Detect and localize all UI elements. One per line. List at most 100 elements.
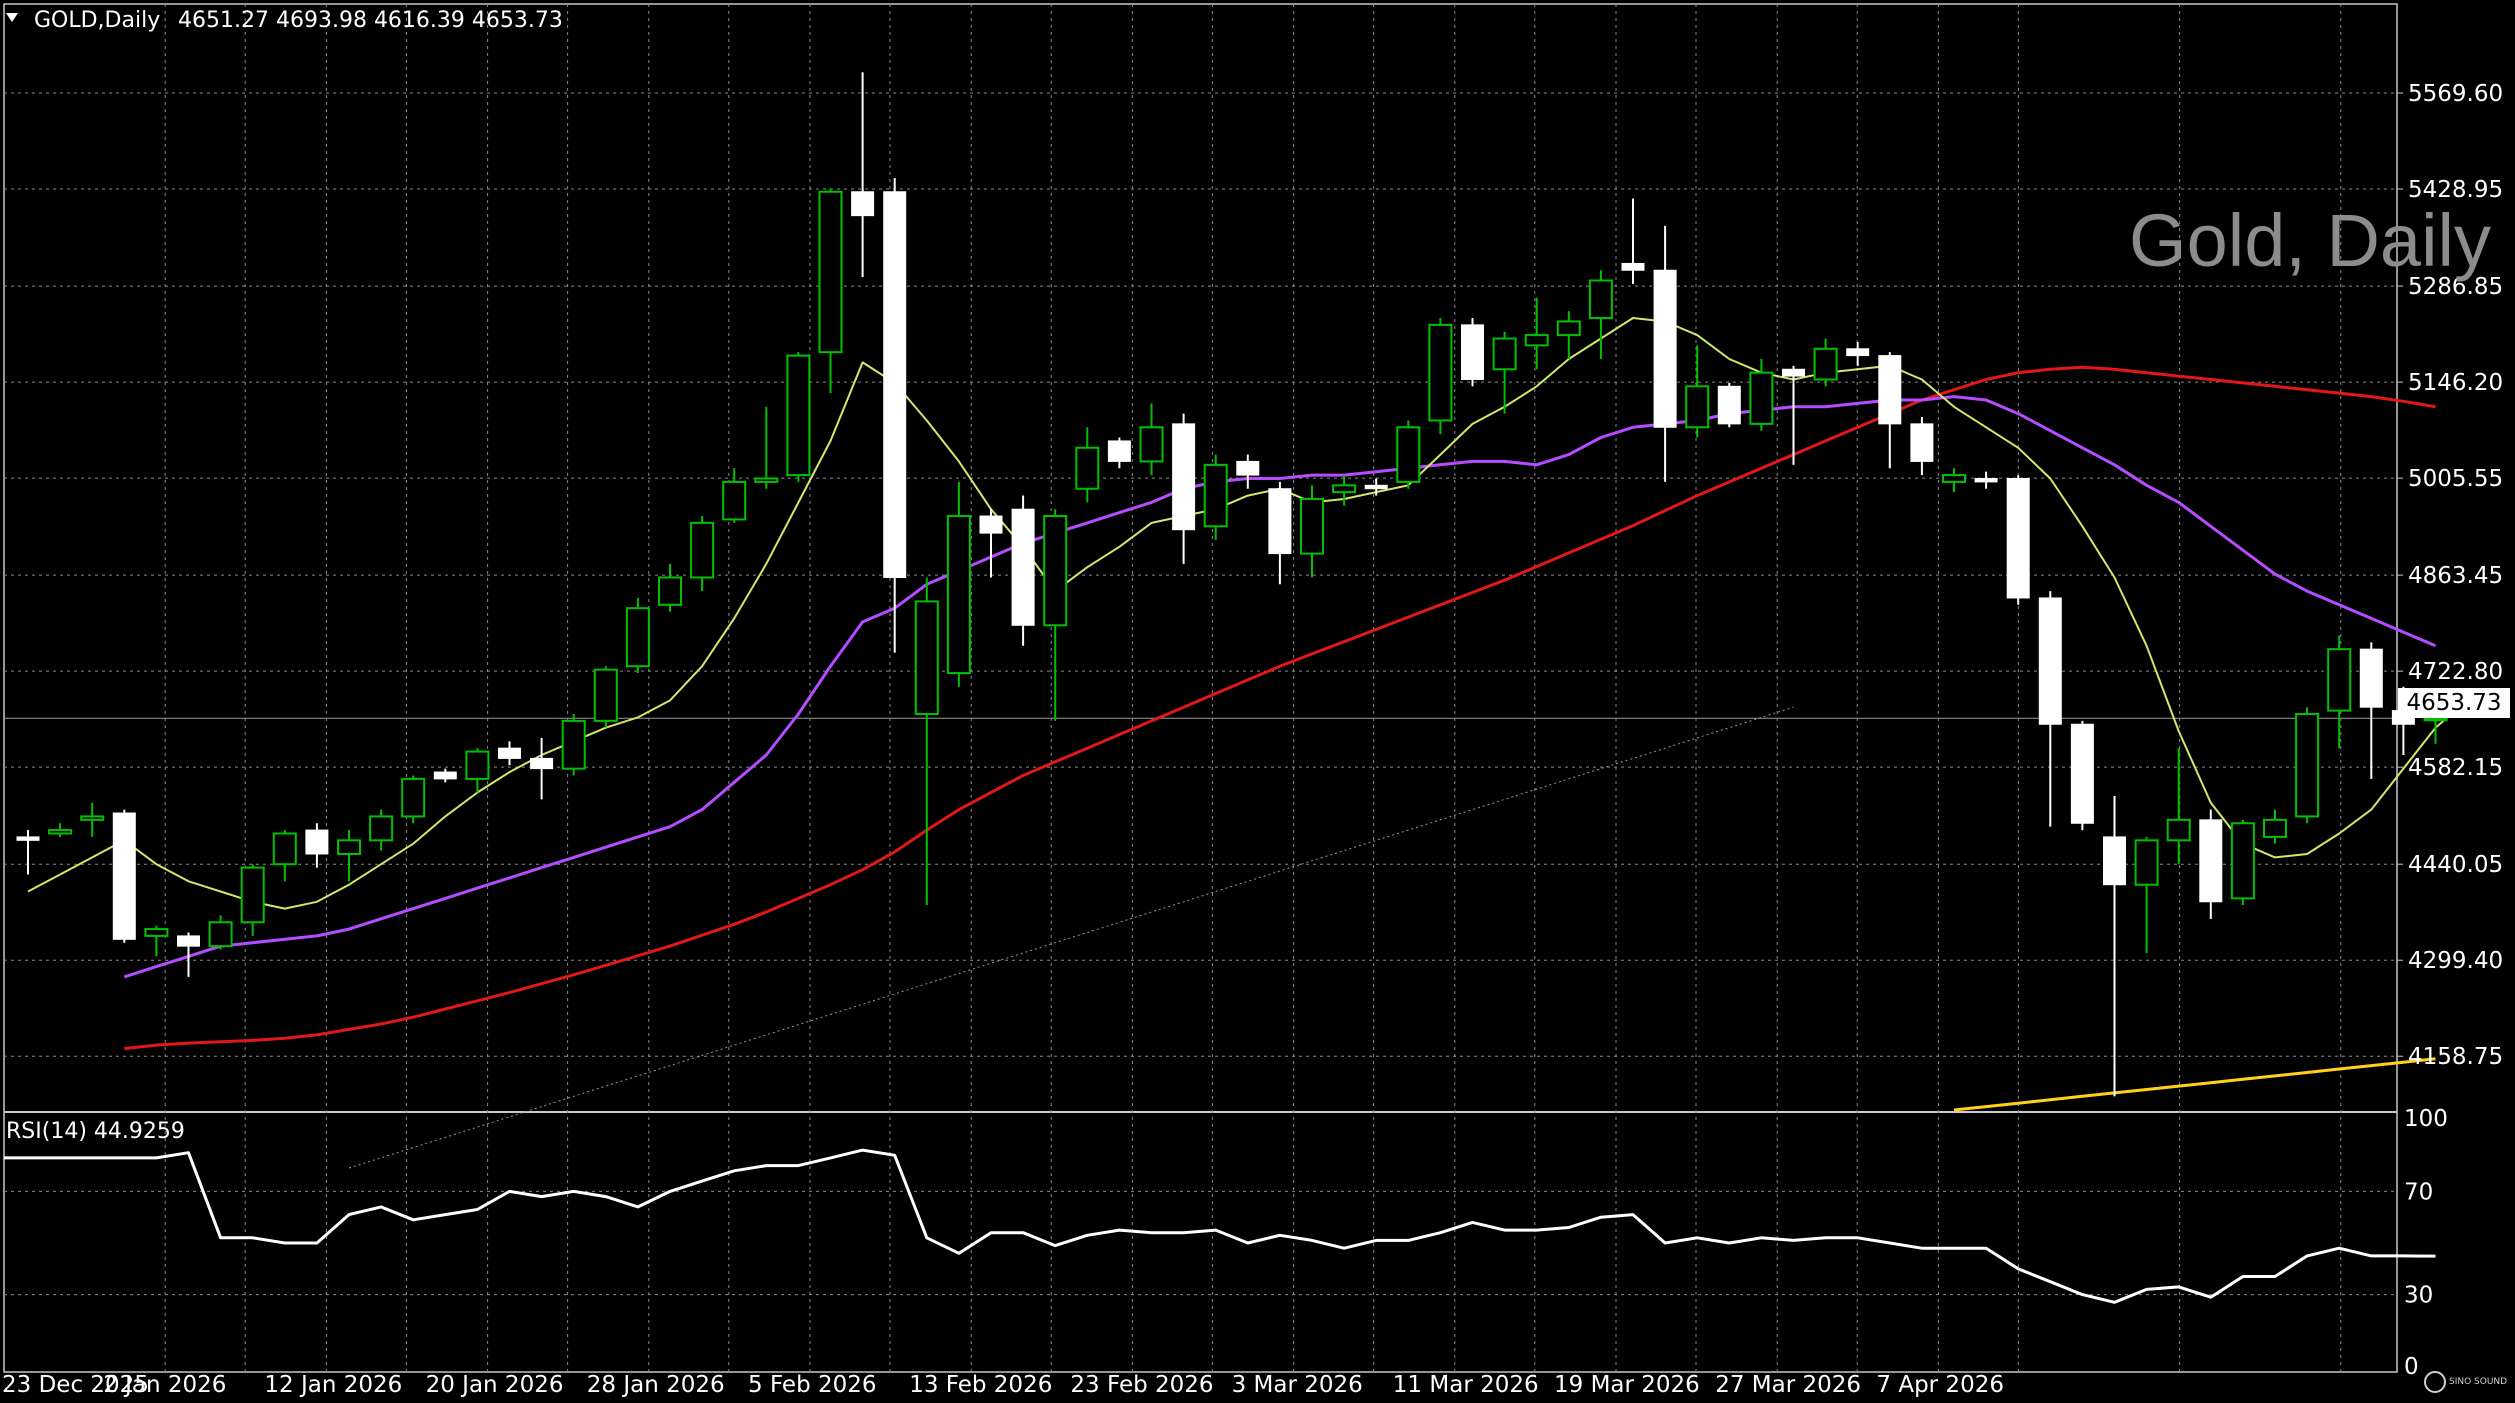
candle-body-bull bbox=[401, 777, 426, 818]
date-tick-label: 13 Feb 2026 bbox=[909, 1372, 1052, 1398]
candle-body-bull bbox=[593, 668, 618, 722]
candle-body-bull bbox=[240, 866, 265, 924]
candle-body-bull bbox=[1492, 337, 1517, 371]
candle-body-bear bbox=[16, 836, 40, 841]
date-tick-label: 27 Mar 2026 bbox=[1715, 1372, 1861, 1398]
candle-body-bear bbox=[2359, 648, 2383, 708]
candle-body-bull bbox=[1813, 347, 1838, 381]
candle-body-bear bbox=[1846, 348, 1870, 357]
ma-yellow-line bbox=[1953, 1057, 2436, 1112]
price-tick-label: 4158.75 bbox=[2408, 1044, 2503, 1070]
candle-body-bull bbox=[818, 190, 843, 354]
candle-body-bear bbox=[2006, 477, 2030, 599]
candle-body-bull bbox=[1043, 515, 1068, 627]
candle-body-bull bbox=[1139, 426, 1164, 463]
candle-body-bull bbox=[946, 515, 971, 675]
candle-body-bull bbox=[208, 921, 233, 948]
rsi-line bbox=[4, 1148, 2436, 1304]
candle-body-bear bbox=[433, 771, 457, 780]
candle-body-bear bbox=[2038, 597, 2062, 725]
candle-body-bear bbox=[2103, 836, 2126, 886]
candle-body-bull bbox=[2327, 648, 2352, 712]
price-tick-label: 4299.40 bbox=[2408, 948, 2503, 974]
candle-body-bear bbox=[2199, 819, 2223, 903]
rsi-tick-label: 100 bbox=[2404, 1106, 2448, 1132]
candle-body-bull bbox=[561, 719, 586, 770]
candle-body-bull bbox=[1300, 497, 1324, 555]
axis-labels: 5569.60 5428.95 5286.85 5146.20 5005.55 4863.… bbox=[2, 81, 2503, 1398]
candle-body-bear bbox=[1782, 368, 1805, 377]
triangle-down-icon[interactable] bbox=[6, 13, 18, 22]
date-tick-label: 5 Feb 2026 bbox=[748, 1372, 877, 1398]
candle-body-bull bbox=[80, 815, 105, 821]
candle-body-bear bbox=[1011, 508, 1035, 626]
rsi-label: RSI(14) 44.9259 bbox=[6, 1119, 185, 1144]
rsi-tick-label: 0 bbox=[2404, 1354, 2419, 1380]
price-tick-label: 5286.85 bbox=[2408, 274, 2503, 300]
broker-logo: SINO SOUND bbox=[2424, 1368, 2512, 1396]
rsi-panel bbox=[4, 1148, 2436, 1304]
candle-body-bull bbox=[658, 576, 682, 606]
current-price-marker: 4653.73 bbox=[2398, 688, 2510, 718]
candle-body-bear bbox=[1236, 460, 1260, 476]
candle-body-bear bbox=[1974, 477, 1998, 483]
date-tick-label: 2 Jan 2026 bbox=[103, 1372, 226, 1398]
logo-icon bbox=[2424, 1371, 2446, 1393]
date-tick-label: 12 Jan 2026 bbox=[264, 1372, 402, 1398]
candle-body-bull bbox=[914, 600, 939, 716]
candles bbox=[16, 72, 2448, 1097]
candle-body-bear bbox=[1910, 423, 1934, 462]
date-tick-label: 11 Mar 2026 bbox=[1393, 1372, 1539, 1398]
date-tick-label: 7 Apr 2026 bbox=[1876, 1372, 2004, 1398]
candle-body-bull bbox=[465, 750, 490, 780]
candle-body-bull bbox=[2134, 839, 2159, 886]
candle-body-bull bbox=[2166, 818, 2191, 842]
candle-body-bull bbox=[690, 521, 715, 579]
candle-body-bull bbox=[1942, 474, 1966, 483]
candle-body-bull bbox=[144, 928, 169, 937]
candle-body-bull bbox=[2230, 822, 2255, 900]
candle-body-bull bbox=[1749, 371, 1774, 425]
price-tick-label: 4582.15 bbox=[2408, 755, 2503, 781]
candle-body-bull bbox=[48, 829, 73, 835]
candle-body-bear bbox=[979, 515, 1003, 534]
ohlc-values: 4651.27 4693.98 4616.39 4653.73 bbox=[178, 8, 563, 33]
candle-body-bull bbox=[1203, 463, 1228, 528]
ma-200-line bbox=[348, 706, 1794, 1169]
candle-body-bull bbox=[1396, 426, 1421, 483]
price-tick-label: 5146.20 bbox=[2408, 370, 2503, 396]
candle-body-bull bbox=[2295, 713, 2320, 818]
candle-body-bear bbox=[1364, 484, 1388, 490]
symbol-label: GOLD,Daily bbox=[34, 8, 160, 33]
ma-slow-line bbox=[124, 365, 2436, 1051]
candle-body-bull bbox=[1524, 334, 1549, 347]
candle-body-bear bbox=[305, 829, 329, 855]
grid bbox=[3, 3, 2403, 1373]
price-tick-label: 5569.60 bbox=[2408, 81, 2503, 107]
candle-body-bear bbox=[1653, 269, 1677, 428]
candle-body-bear bbox=[1172, 423, 1196, 531]
candle-body-bear bbox=[530, 757, 554, 770]
candle-body-bear bbox=[112, 812, 136, 940]
candle-body-bull bbox=[722, 480, 747, 521]
rsi-tick-label: 30 bbox=[2404, 1283, 2433, 1309]
price-tick-label: 4722.80 bbox=[2408, 659, 2503, 685]
price-tick-label: 4440.05 bbox=[2408, 852, 2503, 878]
candle-body-bull bbox=[754, 477, 779, 483]
plot-frame bbox=[3, 3, 2398, 1373]
date-tick-label: 28 Jan 2026 bbox=[587, 1372, 725, 1398]
candle-body-bear bbox=[177, 935, 200, 947]
date-tick-label: 23 Feb 2026 bbox=[1070, 1372, 1213, 1398]
candle-body-bull bbox=[1556, 320, 1581, 337]
watermark-title: Gold, Daily bbox=[2129, 199, 2491, 282]
date-tick-label: 20 Jan 2026 bbox=[426, 1372, 564, 1398]
candle-body-bear bbox=[1878, 355, 1902, 425]
logo-text: SINO SOUND bbox=[2449, 1377, 2508, 1387]
candle-body-bear bbox=[2070, 723, 2094, 824]
candle-body-bear bbox=[1717, 385, 1741, 425]
date-tick-label: 19 Mar 2026 bbox=[1554, 1372, 1700, 1398]
candle-body-bull bbox=[786, 354, 811, 477]
candle-body-bull bbox=[625, 607, 650, 668]
moving-averages bbox=[27, 317, 2469, 1169]
